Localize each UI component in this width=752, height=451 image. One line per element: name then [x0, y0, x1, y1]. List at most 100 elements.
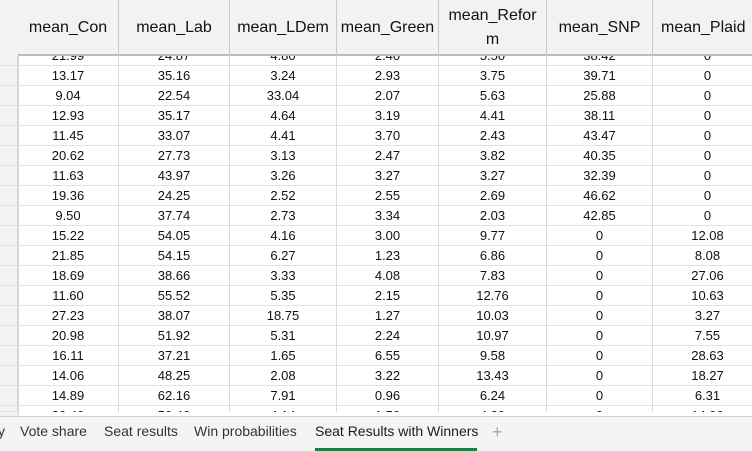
- table-cell[interactable]: 4.16: [230, 226, 337, 246]
- table-cell[interactable]: 4.14: [230, 406, 337, 412]
- table-cell[interactable]: 16.11: [18, 346, 119, 366]
- table-cell[interactable]: 4.41: [230, 126, 337, 146]
- table-cell[interactable]: 2.73: [230, 206, 337, 226]
- column-header-mean-ldem[interactable]: mean_LDem: [230, 0, 337, 56]
- table-cell[interactable]: 0.96: [337, 386, 439, 406]
- table-cell[interactable]: 27.23: [18, 306, 119, 326]
- table-cell[interactable]: 27.73: [119, 146, 230, 166]
- table-cell[interactable]: 37.74: [119, 206, 230, 226]
- column-header-mean-con[interactable]: mean_Con: [18, 0, 119, 56]
- table-cell[interactable]: 3.75: [439, 66, 547, 86]
- table-cell[interactable]: 9.50: [18, 206, 119, 226]
- table-cell[interactable]: 35.16: [119, 66, 230, 86]
- table-cell[interactable]: 4.08: [337, 266, 439, 286]
- table-cell[interactable]: 24.87: [119, 56, 230, 66]
- row-header-cell[interactable]: [0, 326, 18, 346]
- column-header-mean-lab[interactable]: mean_Lab: [119, 0, 230, 56]
- table-cell[interactable]: 2.24: [337, 326, 439, 346]
- table-cell[interactable]: 3.82: [439, 146, 547, 166]
- table-cell[interactable]: 7.91: [230, 386, 337, 406]
- sheet-tab-vote-share[interactable]: Vote share: [20, 423, 87, 439]
- table-cell[interactable]: 24.25: [119, 186, 230, 206]
- table-cell[interactable]: 0: [653, 86, 752, 106]
- table-cell[interactable]: 2.03: [439, 206, 547, 226]
- table-cell[interactable]: 2.47: [337, 146, 439, 166]
- table-cell[interactable]: 4.41: [439, 106, 547, 126]
- table-cell[interactable]: 0: [653, 166, 752, 186]
- table-cell[interactable]: 6.55: [337, 346, 439, 366]
- table-cell[interactable]: 3.13: [230, 146, 337, 166]
- table-cell[interactable]: 35.17: [119, 106, 230, 126]
- table-cell[interactable]: 3.34: [337, 206, 439, 226]
- column-header-mean-snp[interactable]: mean_SNP: [547, 0, 653, 56]
- table-cell[interactable]: 43.47: [547, 126, 653, 146]
- table-cell[interactable]: 9.77: [439, 226, 547, 246]
- table-cell[interactable]: 0: [653, 56, 752, 66]
- table-cell[interactable]: 38.11: [547, 106, 653, 126]
- table-cell[interactable]: 6.24: [439, 386, 547, 406]
- table-cell[interactable]: 2.69: [439, 186, 547, 206]
- table-cell[interactable]: 10.03: [439, 306, 547, 326]
- table-cell[interactable]: 38.07: [119, 306, 230, 326]
- table-cell[interactable]: 18.27: [653, 366, 752, 386]
- row-header-cell[interactable]: [0, 186, 18, 206]
- table-cell[interactable]: 3.27: [337, 166, 439, 186]
- table-cell[interactable]: 15.22: [18, 226, 119, 246]
- row-header-cell[interactable]: [0, 246, 18, 266]
- table-cell[interactable]: 54.15: [119, 246, 230, 266]
- table-cell[interactable]: 25.88: [547, 86, 653, 106]
- table-cell[interactable]: 6.86: [439, 246, 547, 266]
- plus-icon[interactable]: +: [492, 422, 503, 442]
- sheet-tab-seat-results-with-winners[interactable]: Seat Results with Winners: [315, 423, 479, 439]
- table-cell[interactable]: 2.40: [337, 56, 439, 66]
- table-cell[interactable]: 9.04: [18, 86, 119, 106]
- row-header-cell[interactable]: [0, 166, 18, 186]
- row-header-cell[interactable]: [0, 406, 18, 412]
- row-header-cell[interactable]: [0, 226, 18, 246]
- row-header-cell[interactable]: [0, 386, 18, 406]
- table-cell[interactable]: 20.62: [18, 146, 119, 166]
- row-header-cell[interactable]: [0, 56, 18, 66]
- column-header-mean-plaid[interactable]: mean_Plaid: [653, 0, 752, 56]
- column-header-mean-green[interactable]: mean_Green: [337, 0, 439, 56]
- table-cell[interactable]: 0: [547, 366, 653, 386]
- table-cell[interactable]: 33.04: [230, 86, 337, 106]
- table-cell[interactable]: 27.06: [653, 266, 752, 286]
- table-cell[interactable]: 0: [547, 306, 653, 326]
- table-cell[interactable]: 12.08: [653, 226, 752, 246]
- row-header-cell[interactable]: [0, 366, 18, 386]
- table-cell[interactable]: 3.27: [653, 306, 752, 326]
- row-header-cell[interactable]: [0, 146, 18, 166]
- table-cell[interactable]: 18.75: [230, 306, 337, 326]
- table-cell[interactable]: 4.80: [230, 56, 337, 66]
- table-cell[interactable]: 54.05: [119, 226, 230, 246]
- row-header-cell[interactable]: [0, 66, 18, 86]
- table-cell[interactable]: 62.16: [119, 386, 230, 406]
- sheet-tab-seat-results[interactable]: Seat results: [104, 423, 178, 439]
- table-cell[interactable]: 2.08: [230, 366, 337, 386]
- table-cell[interactable]: 21.99: [18, 56, 119, 66]
- table-cell[interactable]: 0: [547, 406, 653, 412]
- table-cell[interactable]: 38.42: [547, 56, 653, 66]
- table-cell[interactable]: 3.24: [230, 66, 337, 86]
- table-cell[interactable]: 8.08: [653, 246, 752, 266]
- table-cell[interactable]: 11.60: [18, 286, 119, 306]
- row-header-cell[interactable]: [0, 306, 18, 326]
- table-cell[interactable]: 43.97: [119, 166, 230, 186]
- table-cell[interactable]: 18.69: [18, 266, 119, 286]
- table-cell[interactable]: 5.31: [230, 326, 337, 346]
- table-cell[interactable]: 0: [653, 146, 752, 166]
- table-cell[interactable]: 6.27: [230, 246, 337, 266]
- table-cell[interactable]: 7.55: [653, 326, 752, 346]
- table-cell[interactable]: 1.50: [337, 406, 439, 412]
- table-cell[interactable]: 7.83: [439, 266, 547, 286]
- row-header-cell[interactable]: [0, 286, 18, 306]
- table-cell[interactable]: 38.66: [119, 266, 230, 286]
- table-cell[interactable]: 22.54: [119, 86, 230, 106]
- table-cell[interactable]: 2.52: [230, 186, 337, 206]
- table-cell[interactable]: 14.90: [653, 406, 752, 412]
- table-cell[interactable]: 13.17: [18, 66, 119, 86]
- table-cell[interactable]: 3.70: [337, 126, 439, 146]
- table-cell[interactable]: 1.65: [230, 346, 337, 366]
- table-cell[interactable]: 1.23: [337, 246, 439, 266]
